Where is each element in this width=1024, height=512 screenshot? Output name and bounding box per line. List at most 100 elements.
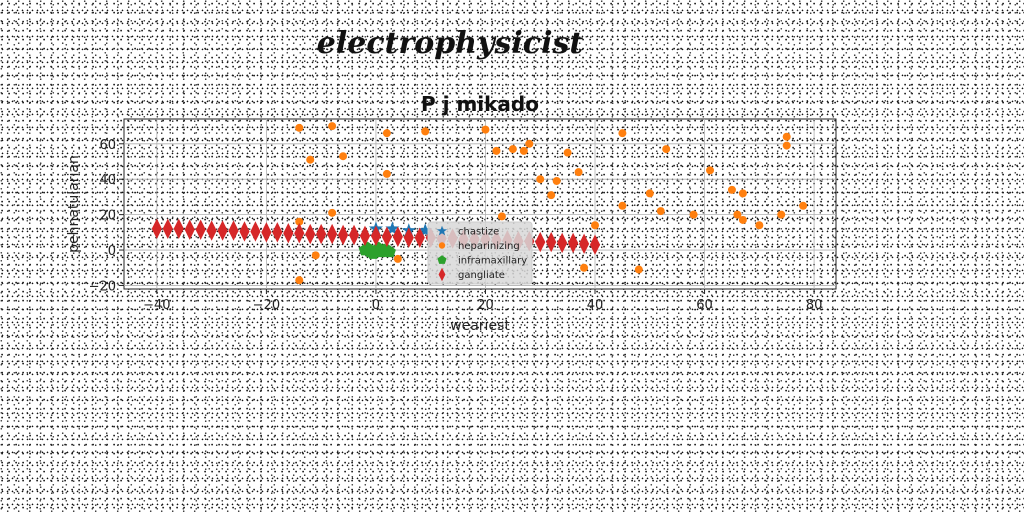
plot-area — [123, 118, 837, 290]
data-point — [733, 210, 742, 219]
y-tick-label: 0 — [108, 244, 116, 259]
data-point — [382, 169, 391, 178]
data-point — [662, 145, 671, 154]
data-point — [535, 231, 546, 253]
data-point — [381, 226, 392, 247]
legend-marker — [438, 267, 446, 282]
x-tick-label: 20 — [477, 298, 494, 313]
data-point — [295, 217, 304, 226]
data-point — [328, 208, 337, 217]
data-point — [295, 276, 304, 285]
series-layer — [151, 122, 808, 285]
data-point — [295, 123, 304, 132]
data-point — [618, 201, 627, 210]
data-point — [195, 219, 206, 240]
axis-ticks: −40 −20 0 20 40 60 80 −20 0 20 40 60 — [89, 138, 823, 313]
legend-label: chastize — [458, 227, 499, 238]
data-point — [272, 222, 283, 243]
legend-marker — [438, 242, 446, 249]
y-tick-label: −20 — [89, 279, 116, 294]
data-point — [706, 166, 715, 175]
data-point — [327, 223, 338, 245]
data-point — [250, 221, 261, 242]
x-tick-label: 40 — [587, 298, 604, 313]
data-point — [385, 221, 400, 235]
data-point — [311, 251, 320, 260]
data-point — [337, 224, 349, 246]
data-point — [782, 132, 791, 141]
data-point — [727, 185, 736, 194]
data-point — [568, 232, 579, 254]
data-point — [591, 221, 600, 230]
data-point — [421, 127, 430, 136]
data-point — [738, 189, 747, 198]
data-point — [481, 125, 490, 134]
data-point — [497, 212, 506, 221]
data-point — [162, 218, 173, 239]
data-point — [755, 221, 764, 230]
data-point — [392, 226, 403, 247]
data-point — [557, 232, 568, 254]
x-tick-label: −20 — [253, 298, 280, 313]
data-point — [366, 246, 380, 259]
data-point — [414, 227, 425, 248]
data-point — [782, 141, 791, 150]
data-point — [393, 254, 402, 263]
data-point — [217, 220, 228, 241]
y-tick-label: 40 — [99, 173, 116, 188]
data-point — [305, 223, 316, 245]
data-point — [738, 215, 747, 224]
data-point — [382, 129, 391, 138]
data-point — [618, 129, 627, 138]
data-point — [316, 223, 327, 245]
data-point — [339, 152, 348, 161]
y-axis-label: pehnatularian — [66, 155, 82, 253]
data-point — [799, 201, 808, 210]
data-point — [563, 148, 572, 157]
legend-marker — [437, 255, 447, 264]
data-point — [151, 218, 162, 239]
data-point — [239, 221, 250, 242]
y-tick-label: 60 — [99, 138, 116, 153]
data-point — [418, 223, 433, 237]
legend-label: gangliate — [458, 270, 505, 281]
data-point — [589, 234, 601, 255]
data-point — [294, 223, 305, 244]
data-point — [508, 145, 517, 154]
data-point — [328, 122, 337, 131]
legend-marker — [436, 225, 448, 236]
data-point — [492, 146, 501, 155]
data-point — [403, 227, 414, 248]
data-point — [578, 233, 590, 255]
y-tick-label: 20 — [99, 209, 116, 224]
data-point — [283, 223, 294, 244]
legend-label: heparinizing — [458, 241, 520, 252]
data-point — [645, 189, 654, 198]
data-point — [383, 245, 396, 258]
legend: chastize heparinizing inframaxillary gangli… — [427, 221, 533, 285]
data-point — [536, 175, 545, 184]
data-point — [552, 176, 561, 185]
legend-label: inframaxillary — [458, 256, 527, 267]
series-inframaxillary — [358, 241, 396, 259]
chart-title: P j mikado — [421, 92, 539, 116]
figure-title: electrophysicist — [316, 26, 584, 61]
data-point — [580, 263, 589, 272]
data-point — [206, 220, 217, 241]
data-point — [184, 219, 195, 240]
data-point — [525, 139, 534, 148]
series-heparinizing — [295, 122, 808, 285]
data-point — [348, 224, 360, 246]
legend-box — [427, 221, 533, 285]
x-tick-label: 0 — [372, 298, 380, 313]
data-point — [689, 210, 698, 219]
x-axis-label: weariest — [450, 318, 510, 334]
data-point — [519, 146, 528, 155]
data-point — [656, 207, 665, 216]
data-point — [547, 191, 556, 200]
data-point — [306, 155, 315, 164]
x-tick-label: −40 — [143, 298, 170, 313]
data-point — [228, 220, 239, 241]
data-point — [574, 168, 583, 177]
